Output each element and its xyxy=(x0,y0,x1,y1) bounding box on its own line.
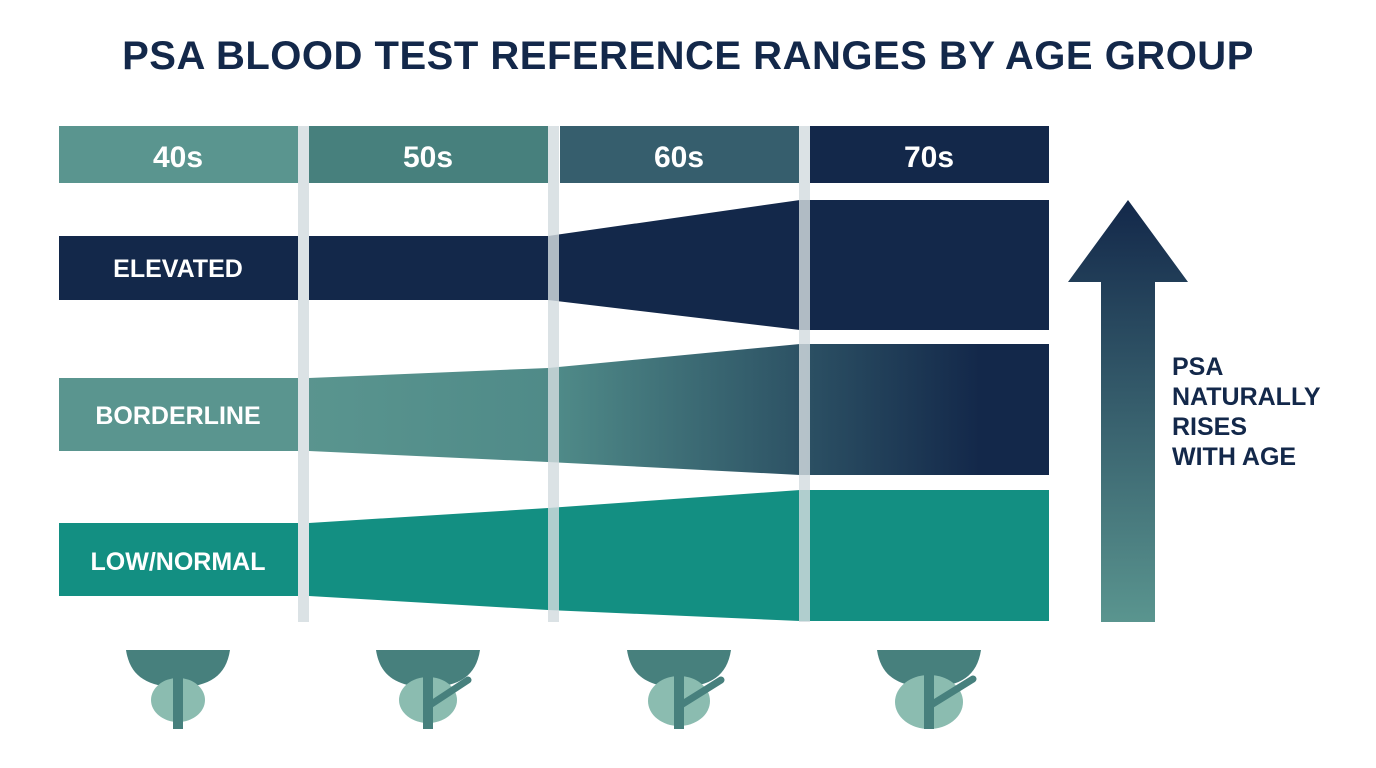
age-header-60s: 60s xyxy=(560,126,799,183)
band-borderline: BORDERLINE xyxy=(59,344,1049,475)
band-low-normal-label: LOW/NORMAL xyxy=(91,548,266,576)
column-divider xyxy=(799,126,810,622)
band-elevated-shape xyxy=(309,200,1049,330)
up-arrow-icon xyxy=(1068,200,1188,622)
band-elevated: ELEVATED xyxy=(59,200,1049,330)
prostate-icon xyxy=(376,650,480,729)
side-note-line: PSA xyxy=(1172,353,1224,381)
band-borderline-label: BORDERLINE xyxy=(95,402,260,430)
column-divider xyxy=(548,126,559,622)
age-header-row: 40s 50s 60s 70s xyxy=(59,126,1049,183)
page-title: PSA BLOOD TEST REFERENCE RANGES BY AGE G… xyxy=(122,34,1254,78)
prostate-icon xyxy=(627,650,731,729)
age-header-70s-label: 70s xyxy=(904,141,954,174)
age-header-70s: 70s xyxy=(810,126,1049,183)
side-note-line: NATURALLY xyxy=(1172,383,1321,411)
age-header-50s-label: 50s xyxy=(403,141,453,174)
age-header-40s-box xyxy=(59,126,298,183)
prostate-icon xyxy=(126,650,230,729)
band-borderline-label-box xyxy=(59,378,298,451)
age-header-60s-box xyxy=(560,126,799,183)
age-header-70s-box xyxy=(810,126,1049,183)
side-note: PSA NATURALLY RISES WITH AGE xyxy=(1172,352,1321,472)
column-dividers xyxy=(298,126,810,622)
age-header-40s: 40s xyxy=(59,126,298,183)
band-elevated-label: ELEVATED xyxy=(113,255,243,283)
band-low-normal-label-box xyxy=(59,523,298,596)
prostate-icon xyxy=(877,650,981,729)
age-header-50s-box xyxy=(309,126,548,183)
side-note-line: RISES xyxy=(1172,413,1248,441)
prostate-icons xyxy=(126,650,981,729)
psa-rise-arrow xyxy=(1068,200,1188,622)
side-note-line: WITH AGE xyxy=(1172,443,1297,471)
age-header-60s-label: 60s xyxy=(654,141,704,174)
band-elevated-label-box xyxy=(59,236,298,300)
column-divider xyxy=(298,126,309,622)
band-low-normal-shape xyxy=(309,490,1049,621)
band-low-normal: LOW/NORMAL xyxy=(59,490,1049,621)
age-header-40s-label: 40s xyxy=(153,141,203,174)
age-header-50s: 50s xyxy=(309,126,548,183)
band-borderline-shape xyxy=(309,344,1049,475)
